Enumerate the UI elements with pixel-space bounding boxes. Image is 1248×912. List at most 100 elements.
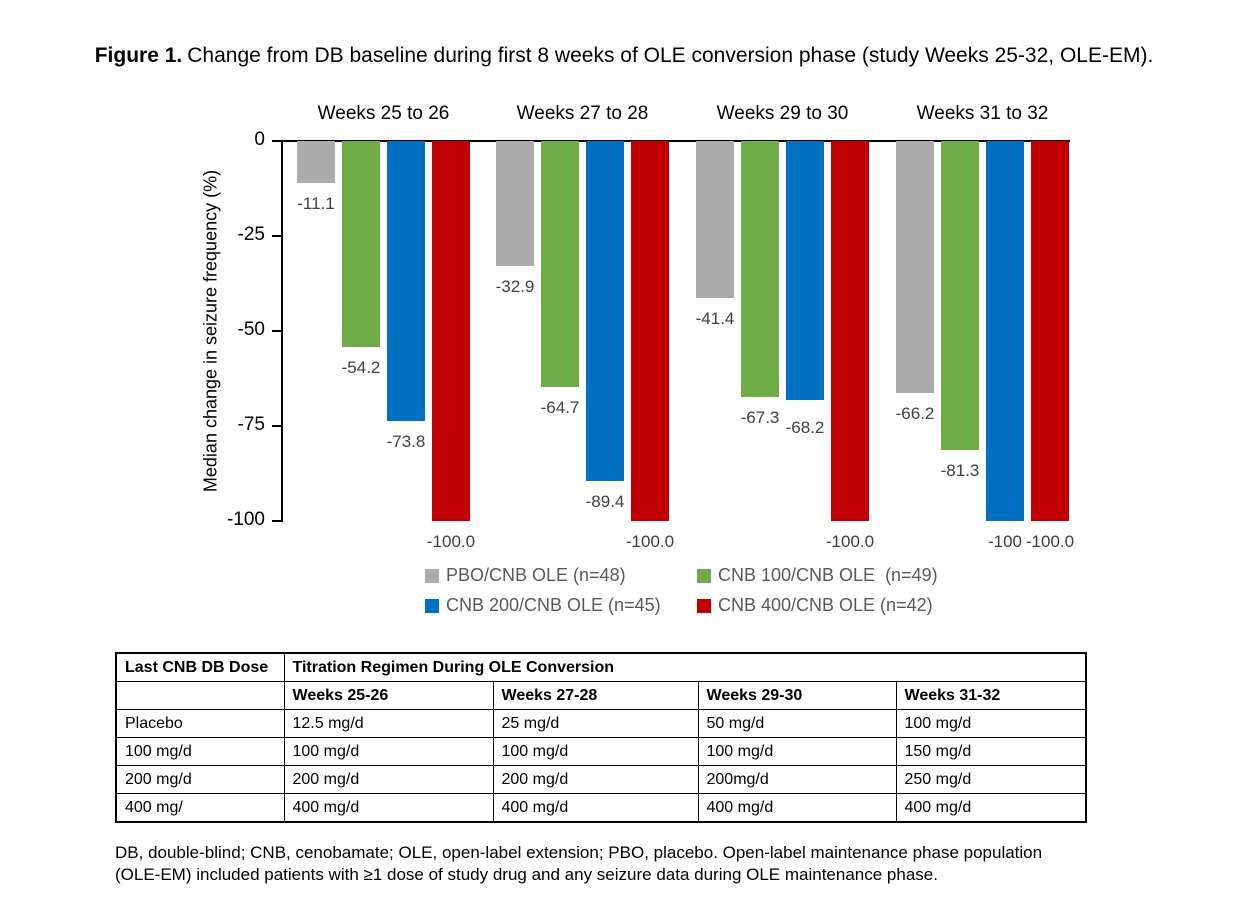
x-axis-zero-line [281,140,1070,142]
dose-cell: 400 mg/d [283,793,494,823]
row-dose-label: 200 mg/d [115,765,285,794]
row-dose-label: 400 mg/ [115,793,285,823]
bar-value-label: -100.0 [1025,532,1075,551]
chart-legend: PBO/CNB OLE (n=48) CNB 100/CNB OLE (n=49)… [425,565,938,616]
y-axis-tick [272,140,281,142]
footnote: DB, double-blind; CNB, cenobamate; OLE, … [115,842,1175,887]
bar-value-label: -41.4 [695,309,735,329]
bar-value-label: -68.2 [785,418,825,438]
legend-label-cnb200: CNB 200/CNB OLE (n=45) [446,595,661,615]
dose-cell: 200mg/d [697,765,897,794]
table-row: 400 mg/400 mg/d 400 mg/d 400 mg/d 400 mg/d [115,793,1087,823]
y-axis-tick [272,235,281,237]
bar-value-label: -89.4 [585,491,625,511]
row-dose-label: Placebo [115,709,285,738]
dose-cell: 12.5 mg/d [283,709,494,738]
bar-cnb400 [432,141,470,521]
bar-cnb400 [631,141,669,521]
bar-cnb400 [831,141,869,521]
bar-value-label: -64.7 [540,397,580,417]
category-label: Weeks 29 to 30 [716,103,849,124]
legend-item-cnb400: CNB 400/CNB OLE (n=42) [697,595,938,616]
dose-cell: 250 mg/d [895,765,1087,794]
plot-area: 0 -25 -50 -75 -100 Weeks 25 to 26 Weeks 27 to … [227,103,1074,551]
bar-pbo [696,141,734,299]
footnote-line-1: DB, double-blind; CNB, cenobamate; OLE, … [115,843,1043,862]
dose-cell: 400 mg/d [492,793,699,823]
dose-cell: 200 mg/d [283,765,494,794]
y-axis-tick [272,425,281,427]
header-week-col-4: Weeks 31-32 [895,681,1087,710]
bar-value-label: -100 [987,532,1023,551]
bar-value-label: -73.8 [386,432,426,452]
bar-value-label: -81.3 [940,460,980,480]
dose-cell: 200 mg/d [492,765,699,794]
dose-cell: 400 mg/d [895,793,1087,823]
bar-pbo [297,141,335,184]
dose-cell: 100 mg/d [895,709,1087,738]
dose-cell: 100 mg/d [697,737,897,766]
y-axis-tick-label: -50 [237,319,265,340]
bar-cnb200 [986,141,1024,521]
bar-cnb100 [741,141,779,397]
figure-title-prefix: Figure 1. [94,44,183,67]
legend-swatch-cnb100 [697,568,711,583]
y-axis-tick [272,520,281,522]
bar-value-label: -100.0 [426,532,476,551]
bar-cnb200 [586,141,624,481]
table-header-row-1: Last CNB DB Dose Titration Regimen During… [115,652,1087,682]
header-empty [115,681,285,710]
bar-value-label: -67.3 [740,407,780,427]
figure-title: Figure 1. Change from DB baseline during … [0,44,1248,68]
bar-pbo [496,141,534,267]
y-axis-line [281,141,283,522]
bar-cnb200 [786,141,824,401]
figure-title-text: Change from DB baseline during first 8 w… [187,44,1154,67]
legend-label-cnb100: CNB 100/CNB OLE (n=49) [718,565,938,585]
dose-cell: 400 mg/d [697,793,897,823]
category-label: Weeks 25 to 26 [317,103,450,124]
header-week-col-1: Weeks 25-26 [283,681,494,710]
y-axis-tick-label: -25 [237,224,265,245]
legend-label-cnb400: CNB 400/CNB OLE (n=42) [718,595,933,615]
legend-item-cnb200: CNB 200/CNB OLE (n=45) [425,595,697,616]
legend-label-pbo: PBO/CNB OLE (n=48) [446,565,626,585]
bar-value-label: -54.2 [341,357,381,377]
category-label: Weeks 31 to 32 [916,103,1049,124]
table-row: Placebo 12.5 mg/d 25 mg/d 50 mg/d 100 mg/d [115,709,1087,738]
bar-cnb100 [941,141,979,450]
category-label: Weeks 27 to 28 [516,103,649,124]
bar-value-label: -32.9 [495,277,535,297]
bar-cnb100 [541,141,579,387]
bar-cnb100 [342,141,380,347]
legend-swatch-cnb200 [425,598,439,613]
y-axis-tick [272,330,281,332]
table-row: 100 mg/d 100 mg/d 100 mg/d 100 mg/d 150 mg/d [115,737,1087,766]
legend-item-cnb100: CNB 100/CNB OLE (n=49) [697,565,938,586]
header-week-col-2: Weeks 27-28 [492,681,699,710]
bar-value-label: -11.1 [297,194,335,214]
dose-cell: 150 mg/d [895,737,1087,766]
legend-swatch-cnb400 [697,598,711,613]
y-axis-tick-label: -75 [237,414,265,435]
row-dose-label: 100 mg/d [115,737,285,766]
titration-table: Last CNB DB Dose Titration Regimen During… [115,652,1087,823]
bar-value-label: -100.0 [825,532,875,551]
dose-cell: 100 mg/d [283,737,494,766]
legend-swatch-pbo [425,568,439,583]
header-last-cnb-db-dose: Last CNB DB Dose [115,652,285,682]
legend-item-pbo: PBO/CNB OLE (n=48) [425,565,697,586]
dose-cell: 25 mg/d [492,709,699,738]
dose-cell: 100 mg/d [492,737,699,766]
bar-cnb400 [1031,141,1069,521]
footnote-line-2: (OLE-EM) included patients with ≥1 dose … [115,865,938,885]
bar-pbo [896,141,934,393]
bar-cnb200 [387,141,425,422]
header-week-col-3: Weeks 29-30 [697,681,897,710]
y-axis-tick-label: 0 [254,129,265,150]
dose-cell: 50 mg/d [697,709,897,738]
y-axis-tick-label: -100 [226,509,265,530]
bar-value-label: -100.0 [625,532,675,551]
table-row: 200 mg/d 200 mg/d 200 mg/d 200mg/d 250 mg/d [115,765,1087,794]
